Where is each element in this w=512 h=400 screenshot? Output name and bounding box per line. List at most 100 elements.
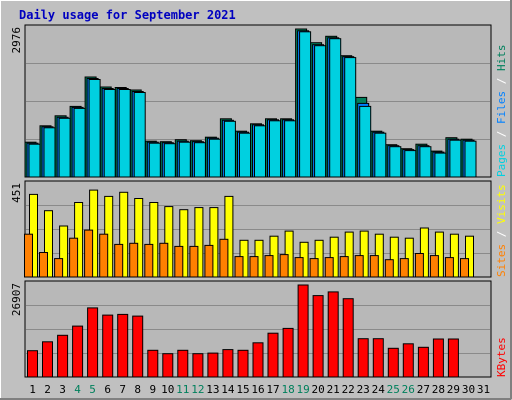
bar-kbytes-day-14 — [222, 349, 234, 378]
bar-visits-day-22 — [344, 231, 354, 278]
bar-kbytes-day-24 — [372, 338, 384, 378]
bar-pages-day-17 — [269, 120, 281, 178]
bar-sites-day-29 — [444, 257, 454, 278]
side-legend-visits-sites: Sites / Visits — [495, 184, 508, 277]
bar-sites-day-2 — [39, 252, 48, 278]
bar-sites-day-24 — [369, 255, 379, 278]
bar-pages-day-20 — [314, 45, 327, 178]
side-legend-hits-files-pages: Pages / Files / Hits — [495, 45, 508, 178]
bar-pages-day-18 — [284, 120, 297, 178]
bar-kbytes-day-15 — [237, 349, 249, 378]
bar-pages-day-21 — [329, 38, 342, 178]
day-label-13: 13 — [206, 383, 219, 396]
bar-sites-day-16 — [249, 256, 259, 278]
bar-sites-day-12 — [189, 245, 199, 278]
legend-visits: Visits — [495, 184, 508, 224]
panel-kbytes: 26907 KBytes — [10, 280, 508, 378]
bar-kbytes-day-13 — [207, 352, 219, 378]
day-axis-labels: 1 2 3 4 5 6 7 8 9 10 11 12 13 14 15 16 17 18 19 20 21 22 23 24 2… — [29, 383, 490, 396]
bar-kbytes-day-18 — [282, 327, 294, 378]
bar-kbytes-day-16 — [252, 342, 264, 378]
bar-kbytes-day-11 — [177, 349, 189, 378]
day-label-15: 15 — [236, 383, 249, 396]
bar-sites-day-3 — [54, 258, 64, 278]
bar-visits-day-28 — [434, 231, 444, 278]
bar-sites-day-15 — [234, 256, 244, 278]
day-label-30: 30 — [462, 383, 475, 396]
legend-pages: Pages — [495, 144, 508, 177]
bar-sites-day-22 — [339, 256, 349, 278]
day-label-21: 21 — [327, 383, 340, 396]
bar-kbytes-day-9 — [147, 349, 159, 378]
bar-pages-day-24 — [374, 132, 387, 178]
bar-pages-day-11 — [178, 141, 191, 178]
bar-visits-day-9 — [149, 202, 159, 278]
day-label-19: 19 — [296, 383, 309, 396]
bar-kbytes-day-2 — [42, 341, 53, 378]
bar-sites-day-30 — [460, 258, 469, 278]
bar-pages-day-16 — [254, 125, 266, 178]
bar-visits-day-2 — [44, 210, 53, 278]
bar-pages-day-19 — [299, 31, 312, 178]
day-label-5: 5 — [89, 383, 96, 396]
bar-visits-day-29 — [449, 233, 459, 278]
bar-sites-day-5 — [84, 229, 94, 278]
day-label-6: 6 — [104, 383, 111, 396]
bar-pages-day-4 — [73, 107, 86, 178]
bar-kbytes-day-6 — [102, 314, 114, 378]
bar-sites-day-4 — [69, 237, 79, 278]
legend-separator: / — [495, 124, 508, 144]
bar-kbytes-day-25 — [387, 347, 399, 378]
bar-kbytes-day-29 — [447, 338, 459, 378]
day-label-10: 10 — [161, 383, 174, 396]
day-label-7: 7 — [119, 383, 126, 396]
bar-visits-day-10 — [164, 206, 174, 278]
bar-pages-day-23 — [359, 105, 372, 178]
bar-visits-day-13 — [209, 207, 219, 278]
bar-kbytes-day-27 — [417, 346, 429, 378]
bar-sites-day-20 — [309, 258, 319, 278]
bar-kbytes-day-10 — [162, 353, 174, 378]
bar-sites-day-1 — [24, 233, 33, 278]
bar-kbytes-day-28 — [432, 338, 444, 378]
bar-pages-day-15 — [239, 132, 251, 178]
bar-visits-day-18 — [284, 230, 294, 278]
side-legend-kbytes: KBytes — [495, 337, 508, 377]
bar-visits-day-3 — [59, 225, 69, 278]
bar-pages-day-3 — [58, 117, 71, 178]
bar-visits-day-27 — [419, 227, 429, 278]
day-label-18: 18 — [281, 383, 294, 396]
day-label-16: 16 — [251, 383, 264, 396]
bar-sites-day-27 — [414, 253, 424, 278]
bar-sites-day-25 — [384, 259, 394, 278]
panel-visits-sites: 451 Sites / Visits — [10, 180, 508, 278]
bar-pages-day-10 — [163, 143, 176, 178]
bar-pages-day-29 — [449, 139, 462, 178]
day-label-20: 20 — [311, 383, 324, 396]
max-value-label: 2976 — [10, 27, 23, 54]
bar-kbytes-day-21 — [327, 291, 339, 378]
bar-sites-day-13 — [204, 244, 214, 278]
legend-separator: / — [495, 224, 508, 244]
bar-visits-day-11 — [179, 209, 189, 278]
bar-pages-day-2 — [43, 127, 56, 178]
bar-sites-day-18 — [279, 254, 289, 278]
day-label-17: 17 — [266, 383, 279, 396]
day-label-12: 12 — [191, 383, 204, 396]
bar-visits-day-21 — [329, 236, 339, 278]
day-label-8: 8 — [134, 383, 141, 396]
legend-kbytes: KBytes — [495, 337, 508, 377]
chart-panels: 2976 Pages / Files / Hits 451 Sites / Visit… — [10, 24, 508, 378]
bar-sites-day-23 — [354, 255, 364, 278]
bar-pages-day-22 — [344, 57, 357, 178]
bar-pages-day-7 — [118, 89, 131, 178]
bar-sites-day-21 — [324, 257, 334, 278]
bar-pages-day-6 — [103, 89, 116, 178]
bar-sites-day-9 — [144, 243, 154, 278]
bar-pages-day-12 — [193, 142, 206, 178]
bar-kbytes-day-17 — [267, 332, 279, 378]
bar-kbytes-day-26 — [402, 343, 414, 378]
day-label-26: 26 — [402, 383, 415, 396]
bar-pages-day-14 — [223, 120, 236, 178]
bar-kbytes-day-8 — [132, 315, 144, 378]
